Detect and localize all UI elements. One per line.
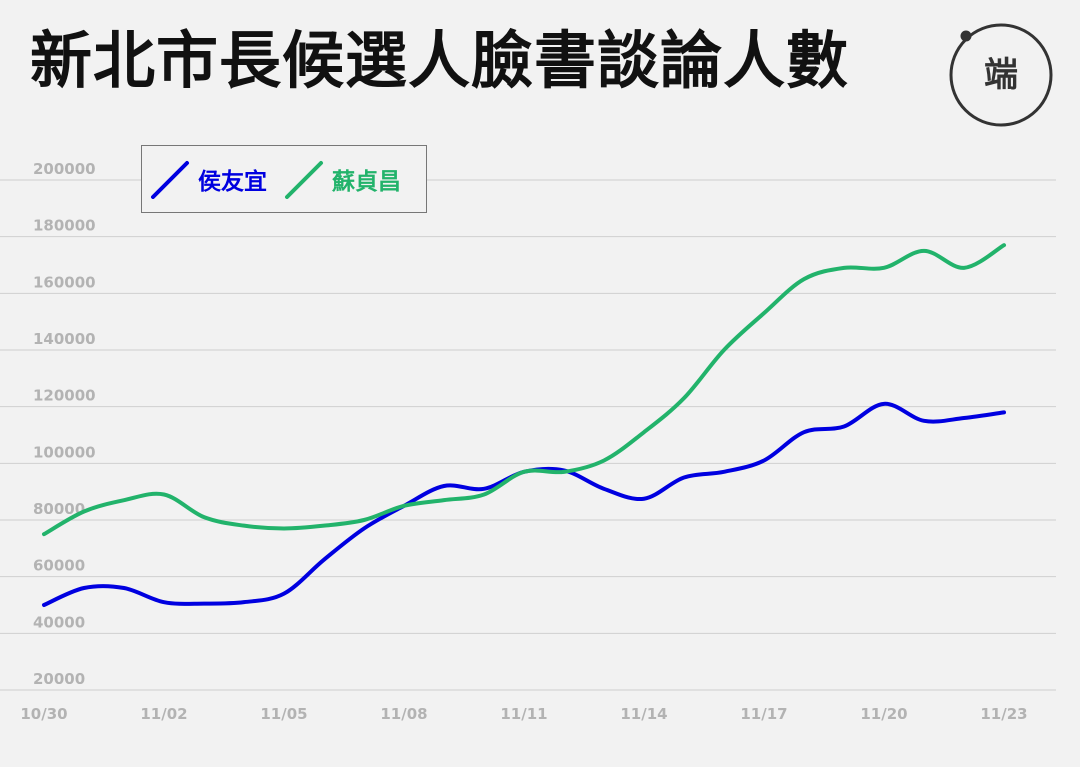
y-tick-label: 100000 [33, 443, 96, 461]
legend-item-su: 蘇貞昌 [284, 146, 401, 212]
legend-label-hou: 侯友宜 [198, 169, 267, 195]
legend-item-hou: 侯友宜 [150, 146, 267, 212]
x-tick-label: 11/05 [260, 705, 307, 723]
y-tick-label: 200000 [33, 160, 96, 178]
y-tick-label: 120000 [33, 387, 96, 405]
series-line-0 [42, 401, 1006, 607]
series-line-1 [42, 243, 1006, 537]
x-tick-label: 11/02 [140, 705, 187, 723]
legend-swatch-hou [151, 161, 189, 199]
y-tick-label: 60000 [33, 557, 85, 575]
x-tick-label: 11/20 [860, 705, 907, 723]
x-tick-label: 11/14 [620, 705, 667, 723]
legend: 侯友宜 蘇貞昌 [141, 145, 427, 213]
logo-icon: 端 [949, 23, 1053, 127]
y-tick-label: 140000 [33, 330, 96, 348]
x-tick-label: 10/30 [20, 705, 67, 723]
page-title: 新北市長候選人臉書談論人數 [30, 24, 850, 97]
x-tick-label: 11/08 [380, 705, 427, 723]
x-tick-label: 11/11 [500, 705, 547, 723]
legend-swatch-su [285, 161, 323, 199]
y-tick-label: 20000 [33, 670, 85, 688]
y-tick-label: 80000 [33, 500, 85, 518]
x-tick-label: 11/23 [980, 705, 1027, 723]
y-tick-label: 180000 [33, 217, 96, 235]
logo-text: 端 [984, 55, 1018, 95]
y-tick-label: 40000 [33, 613, 85, 631]
x-tick-label: 11/17 [740, 705, 787, 723]
y-tick-label: 160000 [33, 273, 96, 291]
legend-label-su: 蘇貞昌 [332, 169, 401, 195]
